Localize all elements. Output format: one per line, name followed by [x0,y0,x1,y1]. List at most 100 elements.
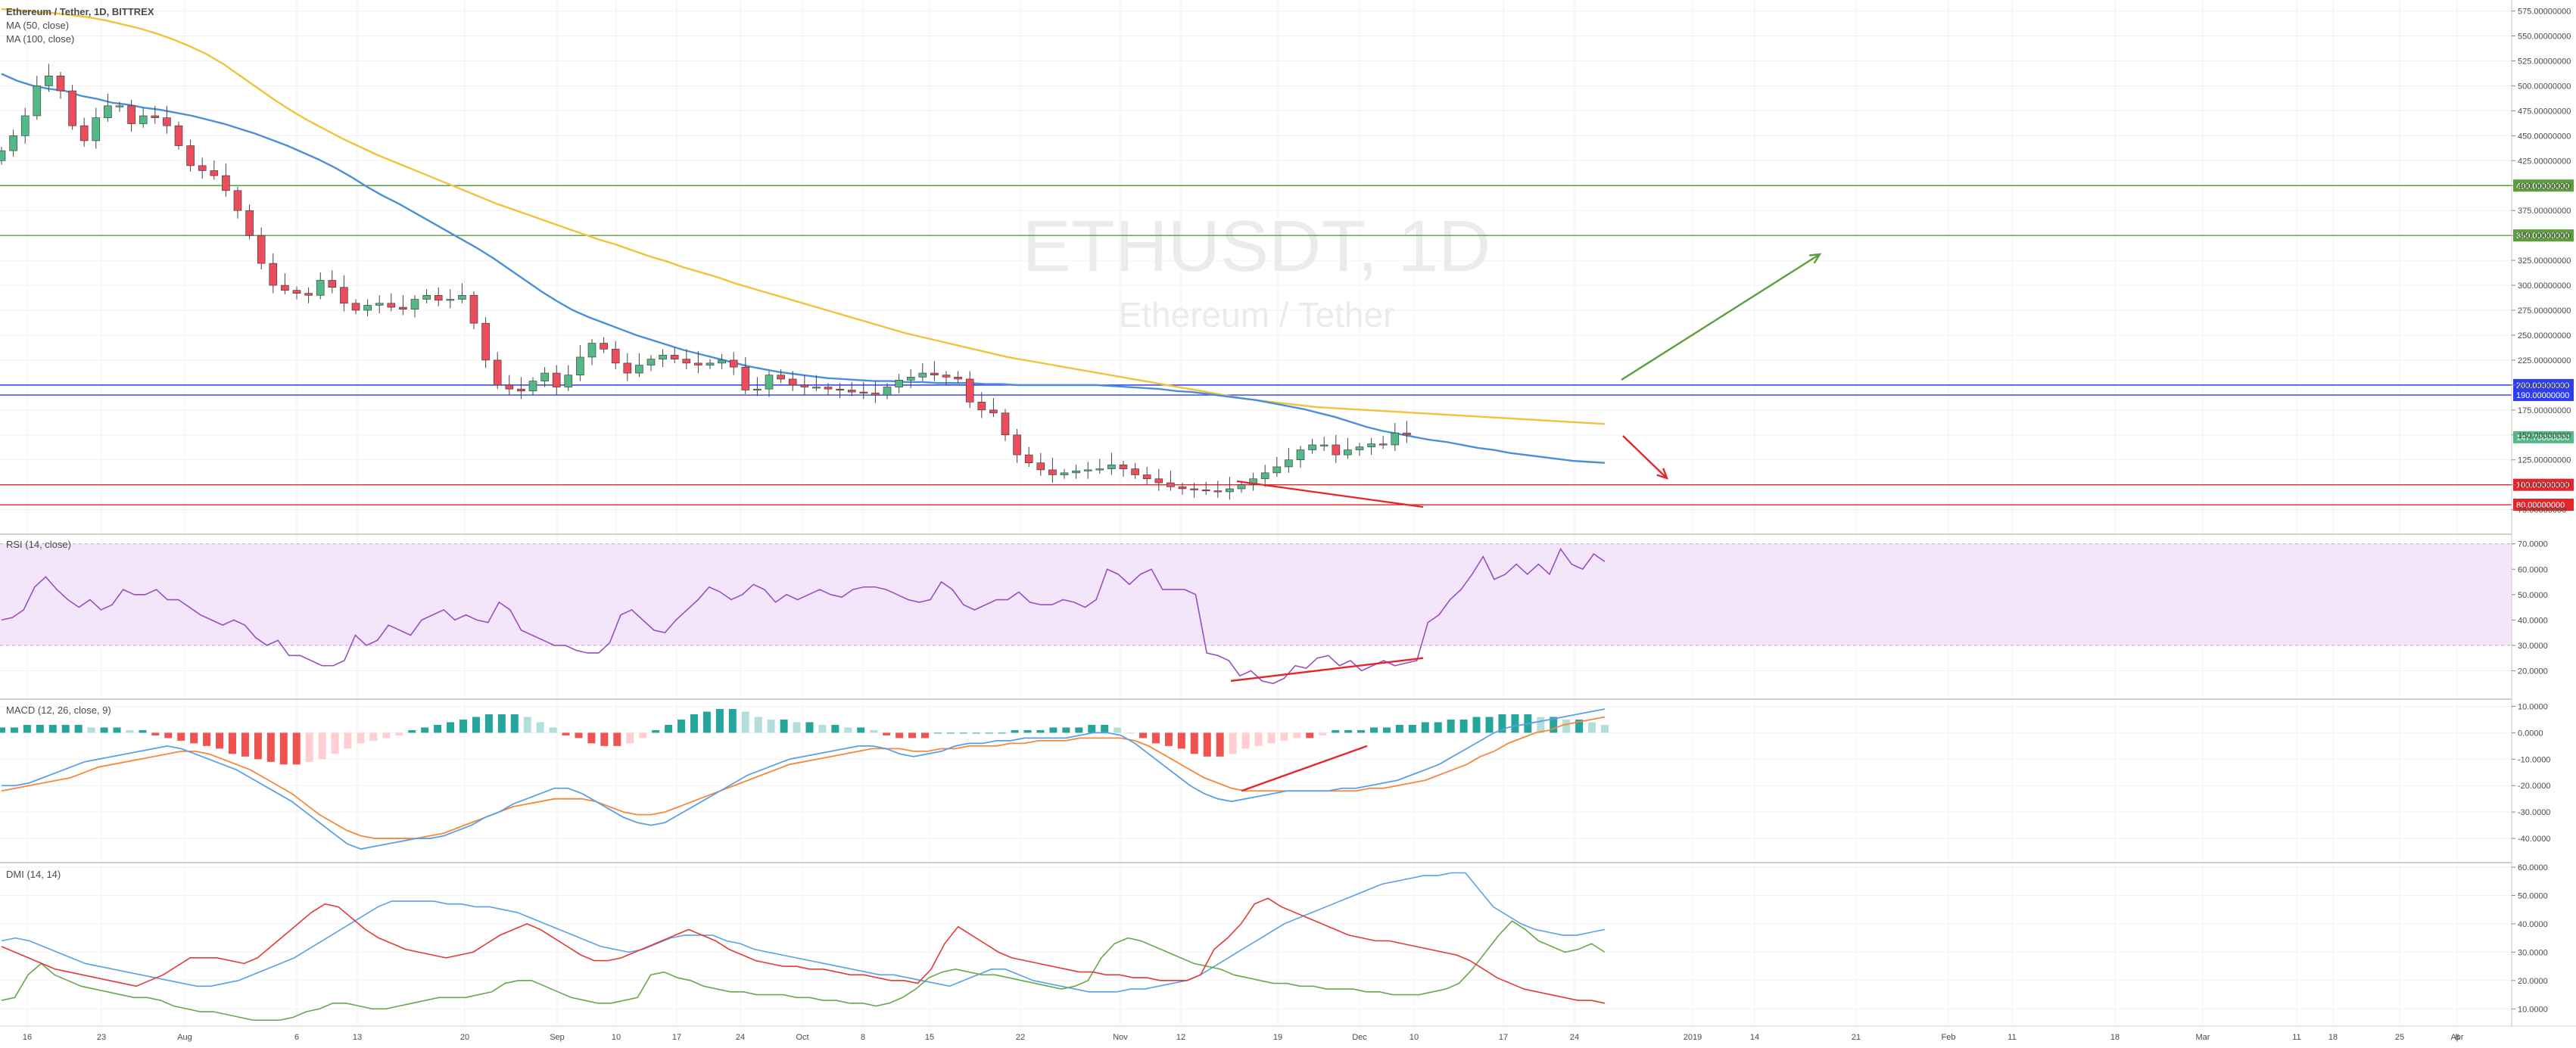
candle-body[interactable] [399,306,407,310]
candle-body[interactable] [1095,468,1104,471]
candle-body[interactable] [505,384,514,390]
candle-body[interactable] [930,372,939,375]
candle-body[interactable] [446,299,455,301]
candle-body[interactable] [1036,462,1045,471]
candle-body[interactable] [340,287,348,304]
candle-body[interactable] [410,299,419,310]
candle-body[interactable] [623,362,632,374]
candle-body[interactable] [1249,478,1257,485]
candle-body[interactable] [989,409,998,414]
candle-body[interactable] [942,375,951,378]
candle-body[interactable] [646,359,656,365]
candle-body[interactable] [1237,484,1246,490]
candle-body[interactable] [198,165,207,171]
candle-body[interactable] [422,294,431,300]
candle-body[interactable] [1142,474,1151,480]
candle-body[interactable] [9,135,17,151]
candle-body[interactable] [1178,487,1187,490]
candle-body[interactable] [127,105,135,124]
candle-body[interactable] [1285,459,1293,468]
candle-body[interactable] [1226,488,1234,493]
candle-body[interactable] [1060,472,1069,475]
candle-body[interactable] [718,359,726,364]
candle-body[interactable] [883,387,892,396]
candle-body[interactable] [741,366,750,390]
candlesticks[interactable] [0,64,1411,500]
candle-body[interactable] [1296,449,1305,461]
candle-body[interactable] [104,105,112,118]
candle-body[interactable] [1131,468,1139,475]
candle-body[interactable] [1332,444,1341,456]
candle-body[interactable] [753,388,762,390]
candle-body[interactable] [1391,432,1400,446]
candle-body[interactable] [328,280,337,288]
candle-body[interactable] [387,303,396,308]
candle-body[interactable] [257,235,266,264]
candle-body[interactable] [788,378,797,386]
macd-divergence-line[interactable] [1241,745,1368,792]
candle-body[interactable] [1001,412,1010,436]
candle-body[interactable] [222,175,230,191]
candle-body[interactable] [836,388,844,390]
candle-body[interactable] [92,117,101,141]
candle-body[interactable] [611,349,620,364]
time-axis[interactable]: 16 23 Aug 6 13 20 Sep 10 17 24 Oct 8 15 22 Nov 12 19 Dec 1… [23,1033,2464,1042]
candle-body[interactable] [871,393,880,396]
candle-body[interactable] [115,105,124,107]
price-trendline[interactable] [1236,480,1424,508]
candle-body[interactable] [139,115,148,124]
candle-body[interactable] [977,401,986,411]
candle-body[interactable] [1024,454,1033,463]
candle-body[interactable] [20,115,30,136]
candle-body[interactable] [954,377,962,380]
candle-body[interactable] [434,294,443,301]
candle-body[interactable] [0,150,6,161]
candle-body[interactable] [706,362,715,365]
candle-body[interactable] [1367,443,1375,447]
candle-body[interactable] [292,290,301,294]
candle-body[interactable] [729,359,738,368]
candle-body[interactable] [1083,469,1092,471]
candle-body[interactable] [1154,478,1163,484]
candle-body[interactable] [316,280,325,296]
candle-body[interactable] [1013,434,1021,456]
candle-body[interactable] [186,145,195,166]
candle-body[interactable] [600,343,608,350]
candle-body[interactable] [552,372,561,387]
candle-body[interactable] [1072,470,1080,474]
candle-body[interactable] [1213,490,1223,493]
candle-body[interactable] [1344,449,1352,456]
rsi-legend[interactable]: RSI (14, close) [6,539,71,550]
rising-arrow[interactable] [1621,253,1821,381]
candle-body[interactable] [1260,472,1269,480]
dmi-legend[interactable]: DMI (14, 14) [6,869,61,880]
candle-body[interactable] [659,355,667,359]
candle-body[interactable] [304,293,313,296]
candle-body[interactable] [528,381,537,392]
candle-body[interactable] [269,263,278,286]
candle-body[interactable] [517,388,525,392]
candle-body[interactable] [812,387,821,389]
macd-legend[interactable]: MACD (12, 26, close, 9) [6,704,111,716]
candle-body[interactable] [1308,444,1316,450]
price-axis[interactable]: 575.00000000 550.00000000 525.00000000 500.… [2512,8,2571,1015]
candle-body[interactable] [587,343,596,358]
candle-body[interactable] [1355,446,1364,450]
candle-body[interactable] [1378,443,1388,446]
candle-body[interactable] [1319,444,1328,446]
ma100-legend[interactable]: MA (100, close) [6,33,74,45]
candle-body[interactable] [1201,489,1210,492]
candle-body[interactable] [174,125,183,146]
candle-body[interactable] [670,355,679,359]
candle-body[interactable] [210,170,219,176]
falling-arrow[interactable] [1622,435,1668,479]
candle-body[interactable] [859,391,868,393]
candle-body[interactable] [458,294,466,300]
candle-body[interactable] [540,372,549,381]
candle-body[interactable] [79,125,89,141]
candle-body[interactable] [682,359,691,364]
rsi-divergence-line[interactable] [1230,657,1424,683]
candle-body[interactable] [68,90,76,126]
candle-body[interactable] [493,359,502,386]
